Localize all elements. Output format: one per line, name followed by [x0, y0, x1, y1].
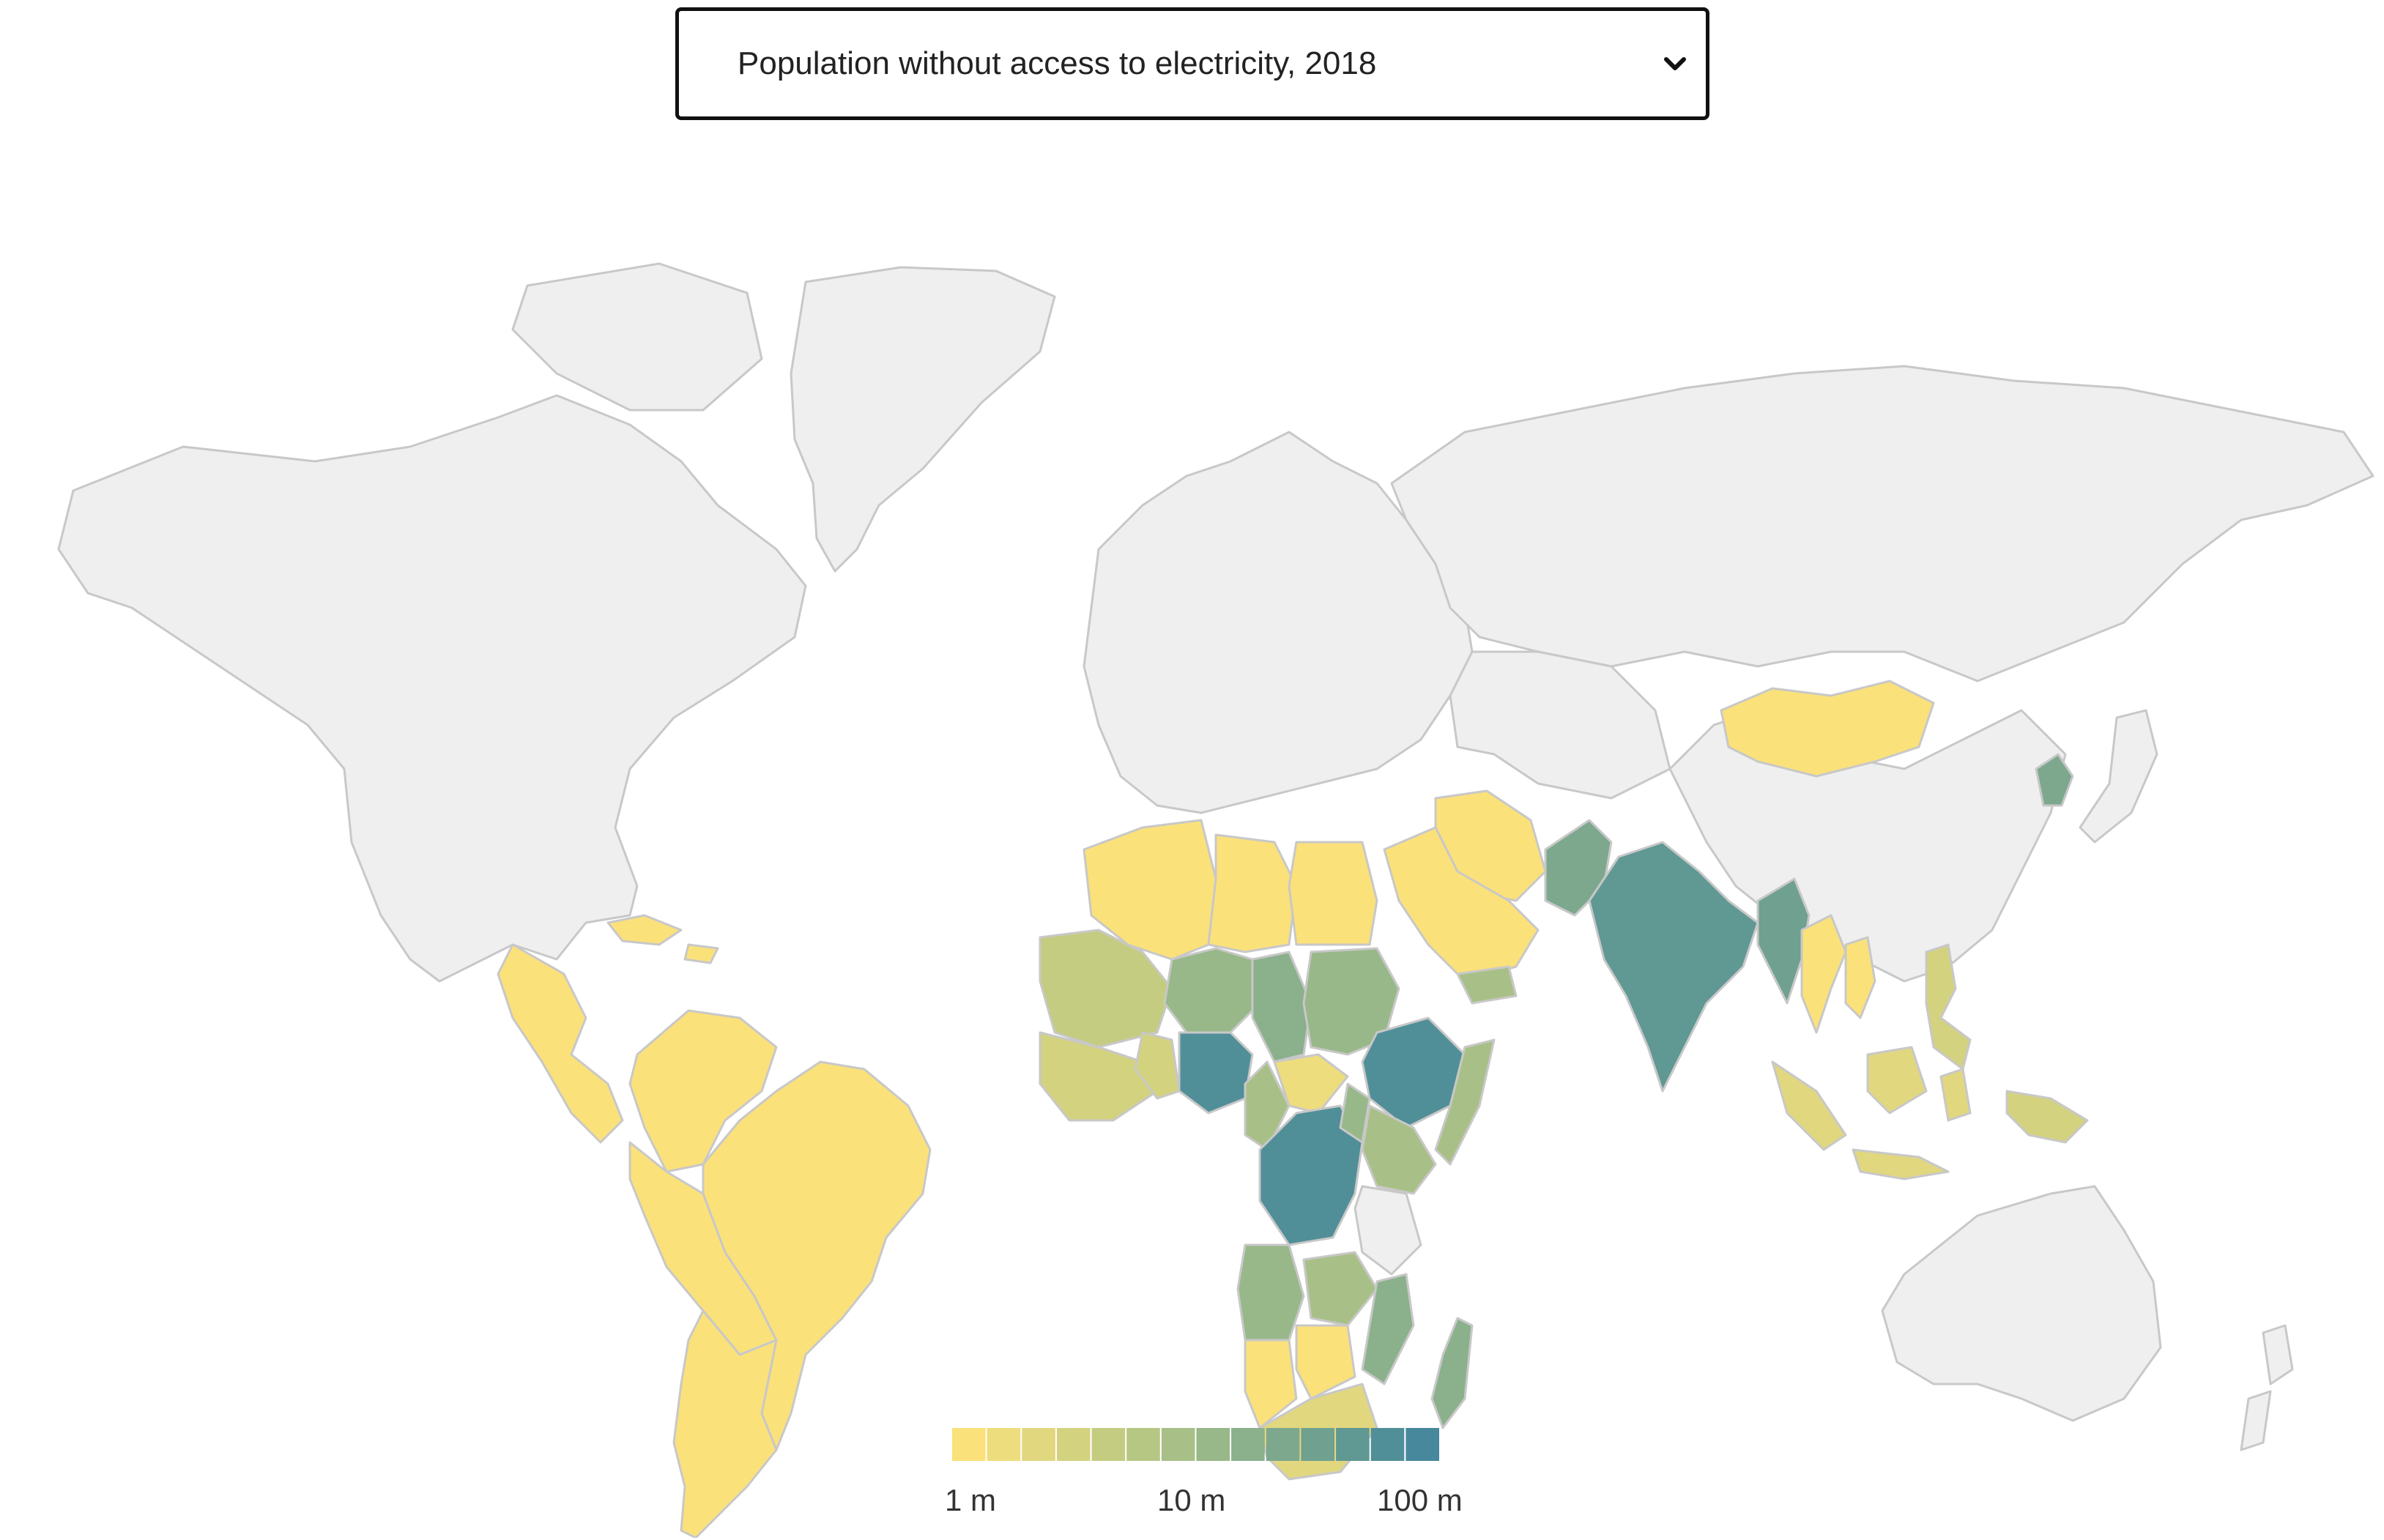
country-north-america[interactable] — [57, 394, 807, 983]
country-brazil[interactable] — [702, 1060, 932, 1451]
country-niger[interactable] — [1163, 947, 1261, 1034]
legend-label-min: 1 m — [945, 1483, 997, 1517]
country-japan[interactable] — [2079, 709, 2158, 844]
country-philippines[interactable] — [1925, 943, 1972, 1071]
country-west-africa-coast[interactable] — [1039, 1031, 1159, 1122]
country-russia[interactable] — [1390, 365, 2374, 682]
country-canada-islands[interactable] — [511, 262, 763, 412]
country-somalia[interactable] — [1434, 1038, 1496, 1166]
country-caribbean[interactable] — [606, 914, 719, 964]
country-madagascar[interactable] — [1430, 1317, 1474, 1429]
chevron-down-icon — [1664, 57, 1686, 70]
legend-swatch — [952, 1428, 986, 1461]
world-map[interactable] — [0, 242, 2384, 1538]
legend-swatch — [1022, 1428, 1055, 1461]
country-angola[interactable] — [1236, 1243, 1305, 1342]
legend-swatch — [1056, 1428, 1091, 1461]
country-ethiopia[interactable] — [1361, 1016, 1466, 1129]
country-thailand[interactable] — [1800, 914, 1847, 1034]
legend-label-mid: 10 m — [1157, 1483, 1226, 1517]
country-new-zealand[interactable] — [2240, 1324, 2294, 1451]
indicator-select-value: Population without access to electricity… — [738, 45, 1377, 81]
country-central-asia[interactable] — [1449, 650, 1671, 800]
country-libya[interactable] — [1207, 833, 1298, 953]
country-nigeria[interactable] — [1178, 1031, 1254, 1115]
country-colombia[interactable] — [628, 1009, 778, 1173]
legend-labels: 1 m 10 m 100 m — [945, 1483, 1487, 1527]
country-sudan[interactable] — [1302, 947, 1400, 1056]
country-tanzania[interactable] — [1353, 1185, 1422, 1276]
legend-swatch — [1126, 1428, 1160, 1461]
country-chad[interactable] — [1251, 951, 1312, 1063]
indicator-select[interactable]: Population without access to electricity… — [675, 7, 1709, 120]
country-mali[interactable] — [1039, 929, 1173, 1049]
legend-swatch — [1231, 1428, 1265, 1461]
country-ghana[interactable] — [1134, 1031, 1181, 1100]
country-greenland[interactable] — [790, 266, 1056, 573]
legend-swatch — [1336, 1428, 1370, 1461]
country-argentina[interactable] — [672, 1309, 778, 1538]
country-namibia[interactable] — [1244, 1339, 1298, 1429]
country-uganda[interactable] — [1339, 1082, 1371, 1144]
legend-swatch — [987, 1428, 1021, 1461]
country-saudi-arabia[interactable] — [1383, 826, 1540, 983]
country-india[interactable] — [1588, 841, 1759, 1093]
legend-swatch — [1301, 1428, 1334, 1461]
country-indonesia[interactable] — [1771, 1046, 1972, 1180]
country-zambia[interactable] — [1302, 1251, 1378, 1327]
legend-label-max: 100 m — [1377, 1483, 1463, 1517]
country-vietnam[interactable] — [1844, 936, 1876, 1019]
country-cameroon[interactable] — [1244, 1060, 1291, 1151]
country-central-america[interactable] — [497, 943, 624, 1144]
country-north-korea[interactable] — [2035, 753, 2074, 807]
country-car[interactable] — [1273, 1053, 1349, 1115]
country-mongolia[interactable] — [1720, 680, 1935, 778]
legend-swatch — [1405, 1428, 1439, 1461]
country-egypt[interactable] — [1288, 841, 1378, 946]
country-mozambique[interactable] — [1361, 1273, 1415, 1385]
country-papua-new-guinea[interactable] — [2005, 1090, 2089, 1144]
country-kenya[interactable] — [1361, 1104, 1437, 1195]
legend-swatch — [1370, 1428, 1405, 1461]
country-australia[interactable] — [1881, 1185, 2162, 1422]
legend-swatch — [1091, 1428, 1126, 1461]
legend-swatch — [1161, 1428, 1195, 1461]
country-yemen[interactable] — [1456, 965, 1518, 1005]
legend-swatch — [1266, 1428, 1300, 1461]
legend-swatch — [1196, 1428, 1230, 1461]
color-legend — [952, 1428, 1439, 1461]
country-dr-congo[interactable] — [1258, 1104, 1364, 1246]
country-botswana[interactable] — [1295, 1324, 1356, 1400]
country-myanmar[interactable] — [1756, 877, 1811, 1005]
